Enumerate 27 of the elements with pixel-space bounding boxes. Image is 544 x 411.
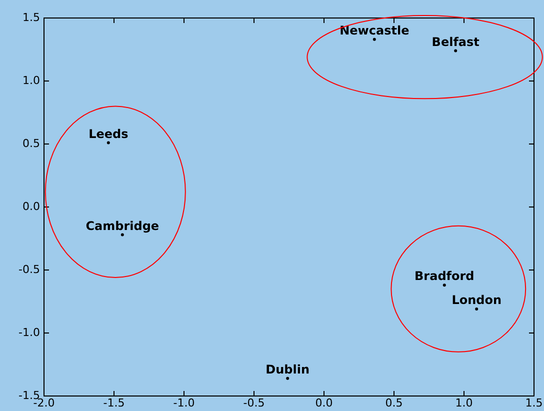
x-tick-label: -1.5 [103, 396, 125, 410]
y-tick-label: 0.0 [22, 200, 40, 213]
data-label: Leeds [88, 126, 128, 141]
point [454, 49, 458, 52]
data-label: London [452, 293, 502, 308]
data-label: Dublin [266, 362, 310, 376]
data-label: Belfast [432, 34, 480, 49]
data-label: Newcastle [340, 24, 410, 38]
y-tick-label: -1.0 [18, 326, 40, 339]
point [442, 284, 446, 287]
x-tick-label: -0.5 [243, 396, 265, 410]
x-tick-label: -1.0 [173, 396, 195, 410]
y-tick-label: 1.5 [22, 10, 40, 24]
x-tick-label: 1.5 [525, 396, 543, 410]
x-tick-label: 0.5 [385, 396, 403, 410]
data-label: Cambridge [86, 218, 160, 233]
point [475, 308, 478, 311]
point [286, 376, 290, 380]
data-label: Bradford [414, 269, 474, 284]
y-tick-label: 1.0 [22, 74, 40, 87]
x-tick-label: 1.0 [455, 396, 473, 410]
point [372, 38, 376, 41]
y-tick-label: -0.5 [18, 262, 40, 276]
point [106, 141, 110, 144]
x-tick-label: 0.0 [315, 396, 333, 410]
point [120, 233, 124, 236]
y-tick-label: 0.5 [22, 136, 40, 150]
